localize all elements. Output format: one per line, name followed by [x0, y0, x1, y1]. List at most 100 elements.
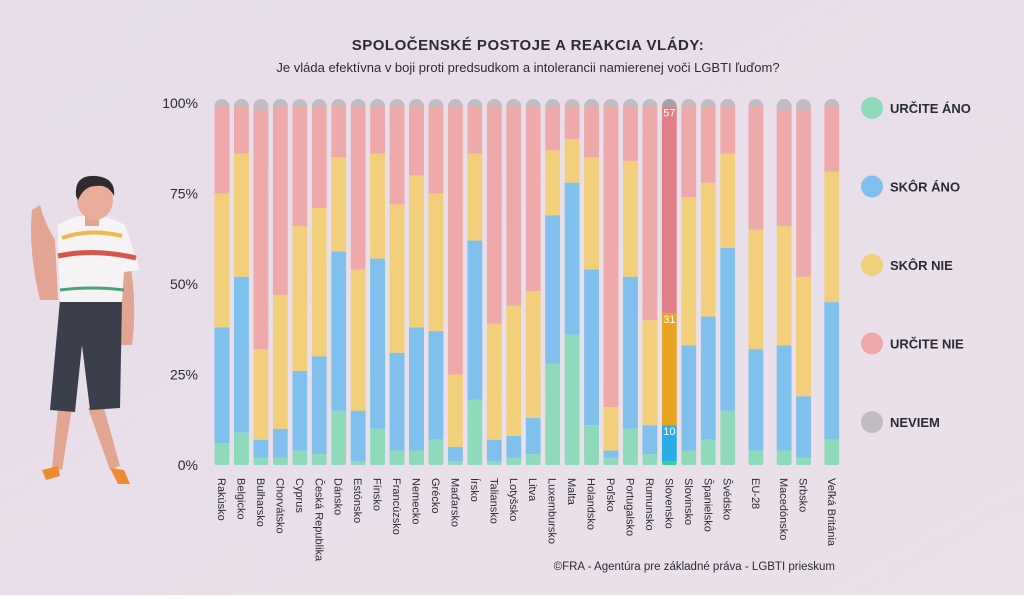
bar-segment: [506, 457, 522, 465]
bar-segment: [486, 439, 502, 462]
bar-segment: [389, 204, 405, 353]
bar-segment: [824, 439, 840, 465]
legs: [52, 408, 120, 470]
bar-stack: [253, 99, 269, 465]
bar-segment: [661, 425, 677, 462]
bar-segment: [486, 99, 502, 107]
x-tick-label: Grécko: [429, 478, 441, 513]
data-label: 10: [663, 426, 675, 438]
bar-segment: [428, 99, 444, 107]
bar-segment: [776, 99, 792, 111]
bar-stack: [389, 99, 405, 465]
bar-segment: [564, 139, 580, 183]
bar-segment: [584, 269, 600, 426]
bar-segment: [681, 106, 697, 198]
bar-segment: [447, 99, 463, 107]
x-tick-label: Slovensko: [662, 478, 674, 529]
bar-segment: [603, 457, 619, 465]
x-tick-label: Cyprus: [293, 478, 305, 513]
bar-segment: [748, 349, 764, 451]
arm-left: [31, 205, 58, 300]
bar-segment: [796, 457, 812, 465]
data-label: 31: [663, 314, 675, 326]
bar-segment: [564, 106, 580, 140]
bar-segment: [447, 446, 463, 462]
x-tick-label: Dánsko: [332, 478, 344, 515]
bar-segment: [428, 106, 444, 194]
bar-segment: [584, 425, 600, 465]
bar-segment: [331, 157, 347, 252]
x-tick-label: Chorvátsko: [273, 478, 285, 534]
x-tick-label: Rumunsko: [643, 478, 655, 531]
bar-segment: [700, 99, 716, 107]
bar-segment: [447, 374, 463, 447]
bar-segment: [311, 454, 327, 465]
bar-stack: [545, 99, 561, 465]
bar-stack: [233, 99, 249, 465]
bar-segment: [233, 432, 249, 465]
bar-stack: [214, 99, 230, 465]
bar-segment: [331, 251, 347, 411]
bar-stack: [409, 99, 424, 465]
bar-segment: [700, 182, 716, 317]
bar-segment: [350, 106, 366, 270]
bar-segment: [622, 106, 638, 161]
bar-segment: [292, 106, 308, 227]
bar-segment: [311, 99, 327, 107]
bar-segment: [350, 461, 366, 465]
bar-segment: [370, 428, 386, 465]
legend-label: SKÔR ÁNO: [890, 180, 960, 195]
bar-segment: [272, 106, 288, 295]
x-tick-label: Veľká Británia: [825, 478, 837, 547]
bar-segment: [796, 99, 812, 111]
bar-segment: [467, 106, 483, 154]
bar-segment: [389, 99, 405, 107]
bar-segment: [525, 291, 541, 418]
bar-segment: [603, 407, 619, 451]
bar-segment: [272, 294, 288, 429]
legend-label: NEVIEM: [890, 415, 940, 430]
bar-segment: [661, 461, 677, 465]
bar-segment: [428, 193, 444, 332]
bar-segment: [681, 345, 697, 451]
legend-swatch: [861, 254, 883, 276]
bar-segment: [389, 352, 405, 451]
x-tick-label: Slovinsko: [682, 478, 694, 525]
bar-segment: [214, 99, 230, 107]
bar-segment: [776, 345, 792, 451]
bar-segment: [506, 436, 522, 458]
bar-segment: [622, 276, 638, 429]
bar-segment: [486, 323, 502, 440]
legend-label: URČITE ÁNO: [890, 101, 971, 116]
bar-segment: [681, 99, 697, 107]
x-tick-label: EU-28: [749, 478, 761, 509]
x-tick-label: Taliansko: [487, 478, 499, 524]
bar-segment: [720, 106, 736, 154]
x-tick-label: Francúzsko: [390, 478, 402, 535]
bar-stack: [700, 99, 716, 465]
bar-segment: [700, 106, 716, 183]
x-tick-label: Srbsko: [797, 478, 809, 512]
bar-segment: [486, 461, 502, 465]
x-tick-label: Španielsko: [701, 478, 714, 532]
bar-segment: [720, 247, 736, 411]
x-tick-label: Portugalsko: [623, 478, 635, 536]
x-tick-label: Česká Republika: [312, 478, 325, 562]
bar-segment: [545, 363, 561, 465]
legend-swatch: [861, 332, 883, 355]
x-tick-label: Poľsko: [604, 478, 616, 512]
bar-segment: [661, 312, 677, 426]
bar-segment: [428, 331, 444, 440]
bar-segment: [545, 106, 561, 151]
bar-segment: [642, 320, 658, 426]
bar-segment: [272, 428, 288, 458]
bar-segment: [700, 439, 716, 465]
bar-segment: [389, 450, 405, 465]
y-tick-label: 25%: [170, 367, 198, 383]
x-tick-label: Luxembursko: [546, 478, 558, 544]
bar-segment: [622, 428, 638, 465]
bar-segment: [824, 99, 840, 107]
x-tick-label: Holandsko: [585, 478, 597, 530]
